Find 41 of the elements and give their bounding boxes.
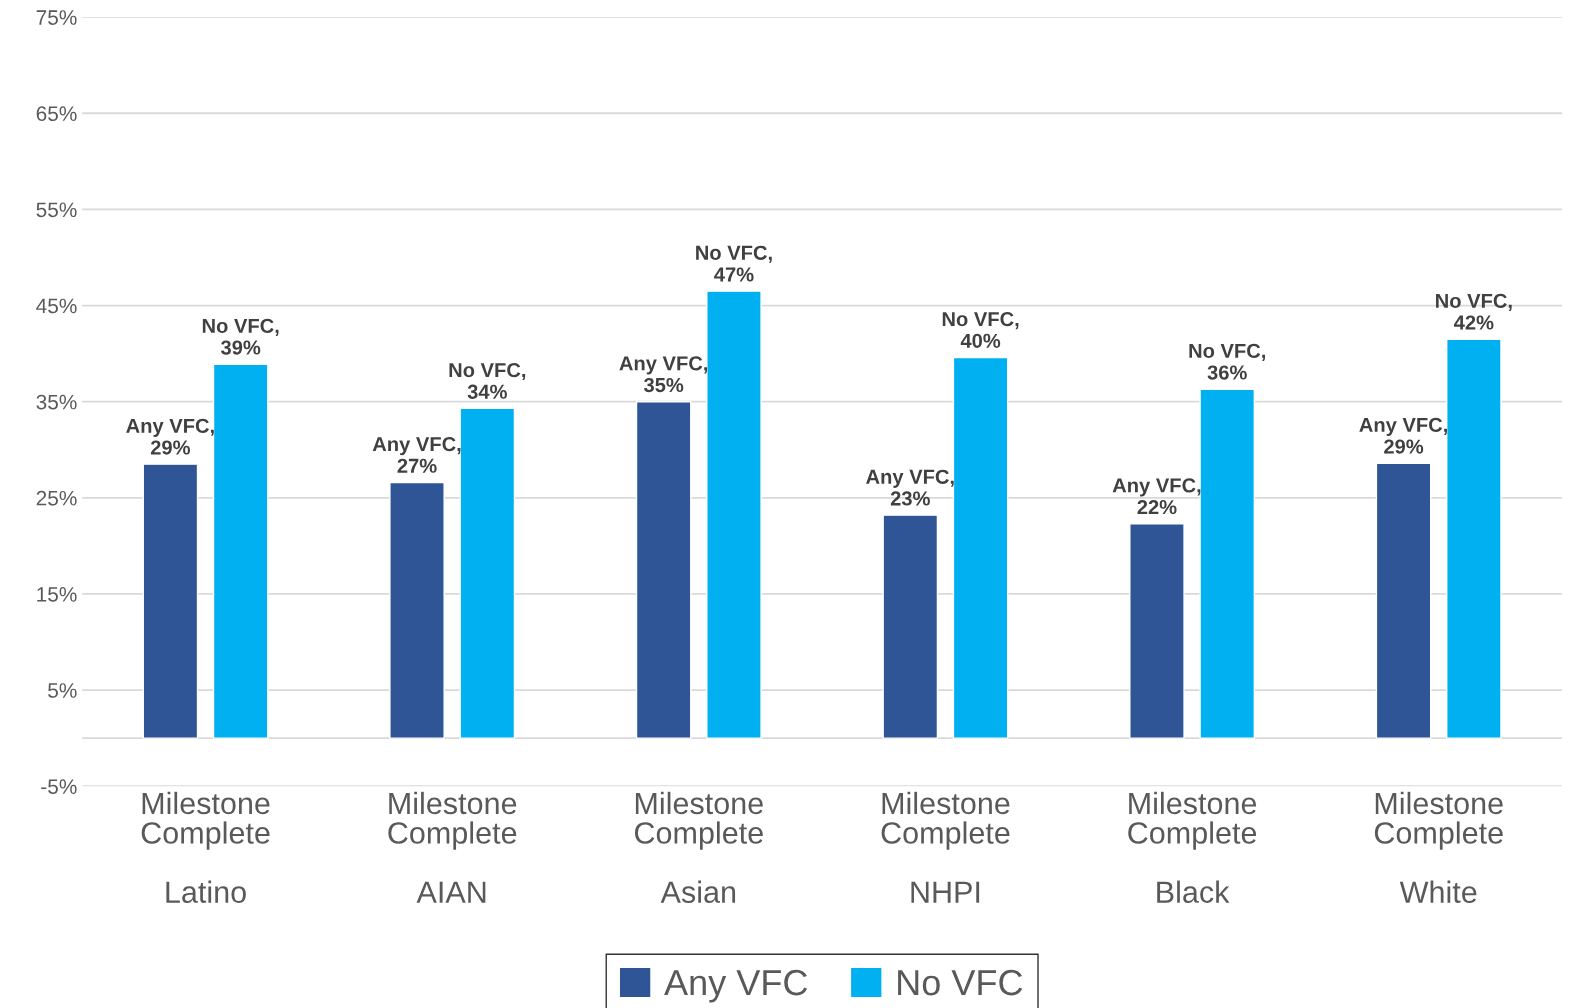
data-label: No VFC, 34%	[449, 362, 526, 399]
bar	[389, 481, 445, 739]
data-label: No VFC, 40%	[942, 311, 1019, 348]
y-tick-label: -5%	[41, 779, 77, 794]
data-label: Any VFC, 22%	[1112, 478, 1201, 515]
data-label: No VFC, 36%	[1189, 343, 1266, 380]
data-label: No VFC, 42%	[1436, 293, 1512, 330]
bar	[142, 463, 199, 739]
x-tick-label: Milestone Complete NHPI	[881, 791, 1010, 903]
data-label: Any VFC, 35%	[619, 356, 708, 393]
y-tick-label: 25%	[36, 490, 77, 506]
y-tick-label: 45%	[36, 298, 77, 314]
bar	[1199, 388, 1256, 739]
data-label: Any VFC, 23%	[866, 469, 954, 506]
y-tick-label: 55%	[36, 202, 77, 218]
y-tick-label: 65%	[36, 106, 77, 122]
data-label: Any VFC, 29%	[126, 418, 214, 455]
x-tick-label: Milestone Complete AIAN	[388, 791, 517, 903]
bar	[706, 290, 762, 739]
data-label: No VFC, 39%	[202, 318, 279, 355]
y-tick-label: 75%	[36, 10, 77, 25]
bar	[1446, 338, 1502, 739]
bar	[635, 400, 692, 739]
x-tick-label: Milestone Complete Latino	[141, 791, 270, 904]
bar	[1129, 523, 1185, 739]
x-tick-label: Milestone Complete Black	[1128, 791, 1257, 904]
bar	[1375, 462, 1432, 739]
x-tick-label: Milestone Complete Asian	[634, 791, 763, 904]
bar	[882, 514, 939, 739]
data-label: No VFC, 47%	[696, 245, 772, 282]
y-tick-label: 15%	[37, 587, 77, 602]
x-tick-label: Milestone Complete White	[1374, 791, 1503, 904]
y-tick-label: 5%	[48, 683, 77, 698]
legend-label: No VFC	[898, 969, 1023, 996]
y-tick-label: 35%	[36, 394, 77, 410]
data-label: Any VFC, 29%	[1359, 417, 1447, 454]
bar	[212, 363, 269, 739]
bar	[459, 407, 516, 739]
data-label: Any VFC, 27%	[372, 436, 461, 473]
bar	[952, 356, 1009, 739]
legend-label: Any VFC	[664, 969, 808, 1003]
